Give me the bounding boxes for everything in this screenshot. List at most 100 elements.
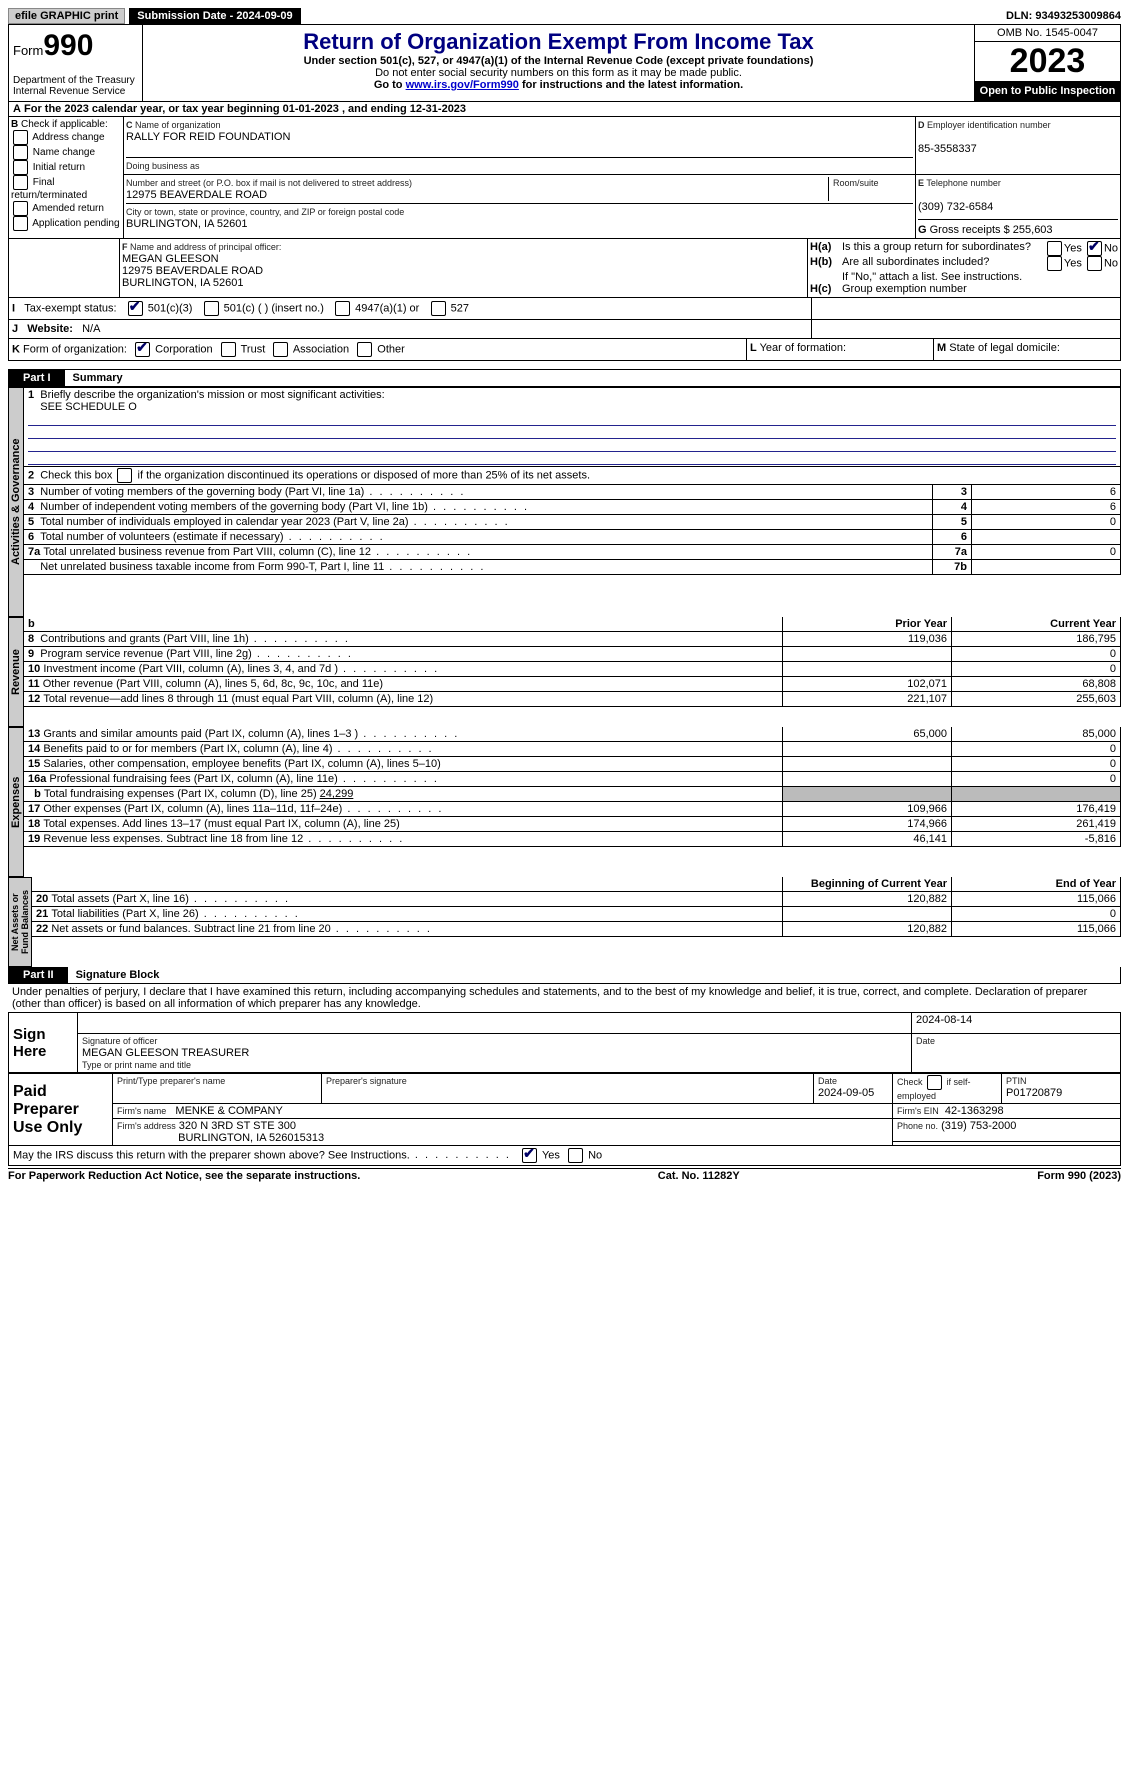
officer-group-block: F Name and address of principal officer:…: [8, 239, 1121, 298]
mission: SEE SCHEDULE O: [40, 401, 137, 413]
street-address: 12975 BEAVERDALE ROAD: [126, 189, 267, 201]
gross-receipts: 255,603: [1013, 224, 1053, 236]
irs-label: Internal Revenue Service: [13, 86, 125, 97]
top-bar: efile GRAPHIC print Submission Date - 20…: [8, 8, 1121, 25]
sign-date: 2024-08-14: [912, 1013, 1121, 1034]
chk-discontinued[interactable]: [117, 468, 132, 483]
paid-preparer-block: Paid Preparer Use Only Print/Type prepar…: [8, 1073, 1121, 1146]
omb-number: OMB No. 1545-0047: [975, 25, 1120, 42]
officer-name: MEGAN GLEESON: [122, 253, 219, 265]
form-ref: Form 990 (2023): [1037, 1170, 1121, 1182]
summary-revenue: bPrior YearCurrent Year 8 Contributions …: [24, 617, 1121, 707]
telephone: (309) 732-6584: [918, 201, 993, 213]
ptin: P01720879: [1006, 1087, 1062, 1099]
org-name: RALLY FOR REID FOUNDATION: [126, 131, 290, 143]
city-state-zip: BURLINGTON, IA 52601: [126, 218, 247, 230]
k-label: Form of organization:: [23, 343, 127, 355]
part-i-header: Part I Summary: [8, 369, 1121, 387]
chk-assoc[interactable]: [273, 342, 288, 357]
hb-yes[interactable]: [1047, 256, 1062, 271]
j-label: Website:: [27, 323, 73, 335]
part-ii-header: Part II Signature Block: [8, 967, 1121, 984]
submission-date: Submission Date - 2024-09-09: [129, 8, 300, 24]
chk-trust[interactable]: [221, 342, 236, 357]
chk-initial-return[interactable]: [13, 160, 28, 175]
room-label: Room/suite: [833, 178, 879, 188]
vlabel-expenses: Expenses: [8, 727, 24, 877]
summary-netassets: Beginning of Current YearEnd of Year 20 …: [32, 877, 1121, 937]
officer-addr1: 12975 BEAVERDALE ROAD: [122, 265, 263, 277]
open-to-public: Open to Public Inspection: [975, 81, 1120, 101]
chk-final-return[interactable]: [13, 175, 28, 190]
paid-preparer-label: Paid Preparer Use Only: [9, 1074, 113, 1146]
ein: 85-3558337: [918, 143, 977, 155]
city-label: City or town, state or province, country…: [126, 207, 404, 217]
m-label: State of legal domicile:: [949, 342, 1060, 354]
dept-treasury: Department of the Treasury: [13, 75, 135, 86]
firm-addr2: BURLINGTON, IA 526015313: [178, 1132, 324, 1144]
irs-link[interactable]: www.irs.gov/Form990: [406, 79, 519, 91]
chk-app-pending[interactable]: [13, 216, 28, 231]
website: N/A: [82, 323, 100, 335]
l-label: Year of formation:: [760, 342, 846, 354]
f-label: Name and address of principal officer:: [130, 242, 281, 252]
page-footer: For Paperwork Reduction Act Notice, see …: [8, 1168, 1121, 1182]
chk-address-change[interactable]: [13, 130, 28, 145]
hc-question: Group exemption number: [842, 283, 967, 295]
dba-label: Doing business as: [126, 161, 200, 171]
c-name-label: Name of organization: [135, 120, 221, 130]
i-label: Tax-exempt status:: [24, 302, 116, 314]
discuss-no[interactable]: [568, 1148, 583, 1163]
goto-pre: Go to: [374, 79, 406, 91]
entity-block: B Check if applicable: Address change Na…: [8, 117, 1121, 239]
chk-501c[interactable]: [204, 301, 219, 316]
firm-phone: (319) 753-2000: [941, 1120, 1016, 1132]
form-title: Return of Organization Exempt From Incom…: [147, 29, 970, 55]
vlabel-netassets: Net Assets or Fund Balances: [8, 877, 32, 967]
chk-527[interactable]: [431, 301, 446, 316]
line-a: A For the 2023 calendar year, or tax yea…: [8, 102, 1121, 117]
form-number: Form990: [13, 29, 138, 63]
ha-no[interactable]: [1087, 241, 1102, 256]
chk-amended[interactable]: [13, 201, 28, 216]
prep-date: 2024-09-05: [818, 1087, 874, 1099]
chk-501c3[interactable]: [128, 301, 143, 316]
chk-name-change[interactable]: [13, 145, 28, 160]
summary-governance: 1 Briefly describe the organization's mi…: [24, 387, 1121, 575]
section-b: B Check if applicable: Address change Na…: [8, 117, 124, 239]
discuss-row: May the IRS discuss this return with the…: [8, 1146, 1121, 1166]
goto-post: for instructions and the latest informat…: [519, 79, 743, 91]
chk-4947[interactable]: [335, 301, 350, 316]
ssn-warning: Do not enter social security numbers on …: [147, 67, 970, 79]
chk-other[interactable]: [357, 342, 372, 357]
firm-name: MENKE & COMPANY: [175, 1105, 282, 1117]
summary-expenses: 13 Grants and similar amounts paid (Part…: [24, 727, 1121, 847]
ha-question: Is this a group return for subordinates?: [842, 241, 1045, 256]
sign-here-block: Sign Here 2024-08-14 Signature of office…: [8, 1012, 1121, 1073]
hb-note: If "No," attach a list. See instructions…: [810, 271, 1118, 283]
sign-here-label: Sign Here: [9, 1013, 78, 1073]
firm-addr1: 320 N 3RD ST STE 300: [179, 1120, 296, 1132]
dln: DLN: 93493253009864: [1006, 10, 1121, 22]
officer-sig-name: MEGAN GLEESON TREASURER: [82, 1047, 249, 1059]
perjury-statement: Under penalties of perjury, I declare th…: [8, 984, 1121, 1012]
ha-yes[interactable]: [1047, 241, 1062, 256]
efile-button[interactable]: efile GRAPHIC print: [8, 8, 125, 24]
discuss-yes[interactable]: [522, 1148, 537, 1163]
fundraising-exp: 24,299: [320, 788, 354, 800]
form-subtitle: Under section 501(c), 527, or 4947(a)(1)…: [147, 55, 970, 67]
hb-no[interactable]: [1087, 256, 1102, 271]
d-label: Employer identification number: [927, 120, 1051, 130]
form-header: Form990 Department of the Treasury Inter…: [8, 25, 1121, 102]
chk-corp[interactable]: [135, 342, 150, 357]
hb-question: Are all subordinates included?: [842, 256, 1045, 271]
tax-year: 2023: [975, 42, 1120, 81]
g-label: Gross receipts $: [930, 224, 1010, 236]
pra-notice: For Paperwork Reduction Act Notice, see …: [8, 1170, 360, 1182]
firm-ein: 42-1363298: [945, 1105, 1004, 1117]
officer-addr2: BURLINGTON, IA 52601: [122, 277, 243, 289]
chk-self-employed[interactable]: [927, 1075, 942, 1090]
cat-no: Cat. No. 11282Y: [658, 1170, 740, 1182]
vlabel-governance: Activities & Governance: [8, 387, 24, 617]
addr-label: Number and street (or P.O. box if mail i…: [126, 178, 412, 188]
